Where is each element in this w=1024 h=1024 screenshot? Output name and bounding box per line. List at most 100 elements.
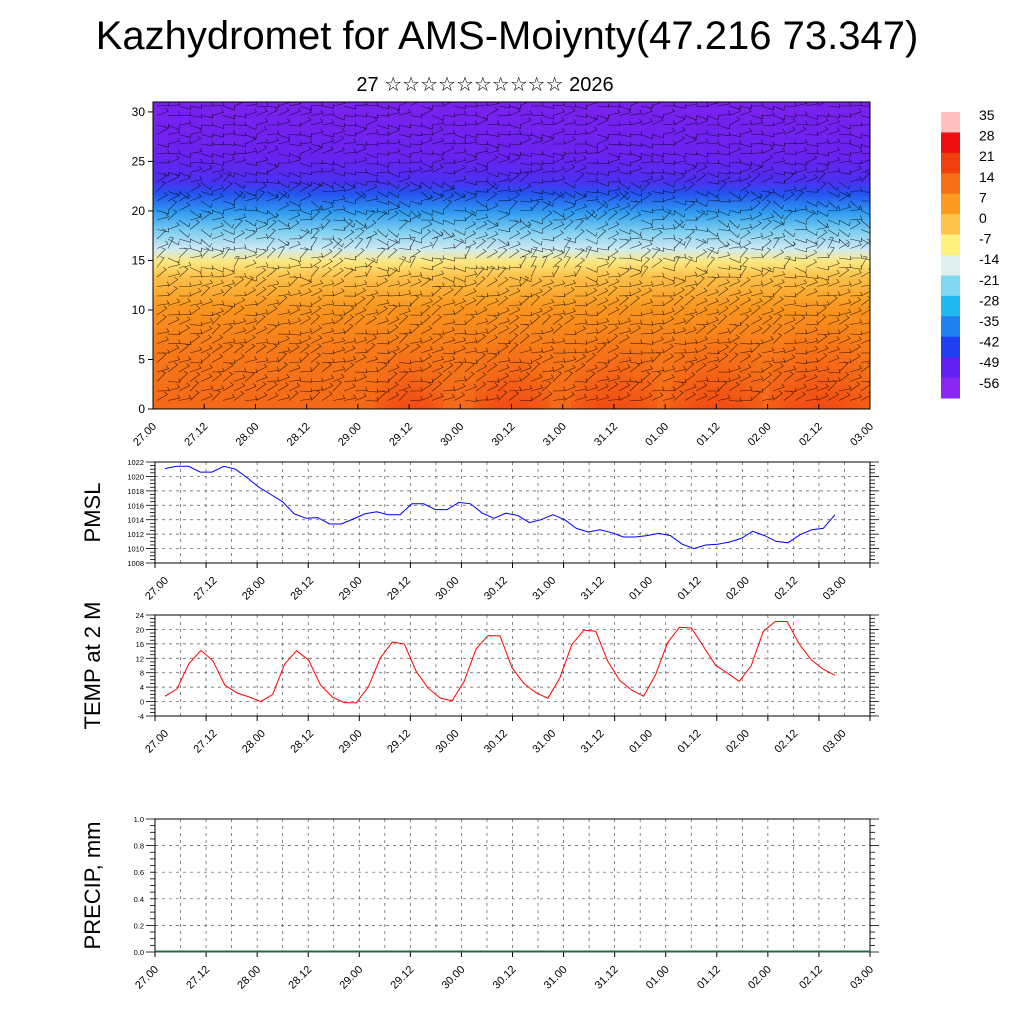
colorbar-swatch: [941, 255, 960, 276]
colorbar-swatch: [941, 295, 960, 317]
cs-y-tick-label: 10: [132, 303, 146, 317]
colorbar-label: 7: [979, 189, 987, 205]
cs-y-tick-label: 25: [132, 154, 146, 168]
cs-x-tick-label: 30.00: [438, 421, 466, 449]
cs-x-tick-label: 28.12: [285, 421, 313, 449]
y-tick-label: 1022: [127, 458, 144, 467]
colorbar-label: 0: [979, 210, 987, 226]
colorbar-swatch: [941, 234, 960, 256]
colorbar-swatch: [941, 316, 960, 338]
y-minor-ticks: [146, 818, 879, 953]
cs-y-tick-label: 5: [138, 352, 145, 366]
y-tick-label: 4: [140, 683, 144, 692]
colorbar-label: 14: [979, 169, 995, 185]
colorbar-swatch: [941, 275, 960, 297]
x-tick-label: 29.12: [385, 728, 413, 756]
warm-surface-region: [767, 315, 870, 409]
x-tick-label: 31.00: [530, 575, 558, 603]
y-tick-label: -4: [137, 712, 144, 721]
cs-x-tick-label: 29.12: [387, 421, 415, 449]
x-tick-label: 31.12: [593, 964, 621, 992]
colorbar-swatch: [941, 193, 960, 215]
cs-y-tick-label: 20: [132, 204, 146, 218]
colorbar-swatch: [941, 152, 960, 174]
y-tick-label: 16: [136, 640, 144, 649]
x-tick-label: 01.00: [627, 575, 655, 603]
y-tick-label: 1020: [127, 472, 144, 481]
y-axis-title: PRECIP, mm: [80, 822, 105, 950]
cross-section-panel: 0 5 10 15 20 25 30 27.00 27.12 28.00 28.12 29.00 29.…: [131, 101, 876, 449]
y-tick-label: 0.4: [134, 895, 144, 904]
x-tick-label: 03.00: [821, 575, 849, 603]
colorbar-label: -14: [979, 251, 999, 267]
y-tick-label: 0.2: [134, 921, 144, 930]
x-tick-label: 28.00: [240, 575, 268, 603]
chart-subtitle: 27 ☆☆☆☆☆☆☆☆☆☆ 2026: [356, 74, 614, 96]
cs-x-tick-label: 27.12: [182, 421, 210, 449]
y-minor-ticks: [146, 461, 879, 564]
colorbar-swatch: [941, 112, 960, 133]
colorbar-label: -49: [979, 354, 999, 370]
x-tick-label: 29.00: [337, 575, 365, 603]
colorbar-label: 35: [979, 107, 995, 123]
cs-x-tick-label: 30.12: [490, 421, 518, 449]
x-tick-label: 01.00: [627, 728, 655, 756]
y-tick-label: 1012: [127, 530, 144, 539]
cs-y-tick-label: 30: [132, 105, 146, 119]
wind-barbs: [156, 102, 870, 402]
x-tick-label: 01.00: [644, 964, 672, 992]
x-tick-label: 31.00: [530, 728, 558, 756]
pmsl-panel: 1008 1010 1012 1014 1016 1018 1020 1022 27.00 27.…: [80, 458, 879, 603]
y-tick-label: 0.0: [134, 948, 144, 957]
colorbar-label: -7: [979, 231, 992, 247]
cs-x-tick-label: 31.00: [541, 421, 569, 449]
cs-x-tick-label: 02.00: [746, 421, 774, 449]
warm-surface-region: [472, 333, 551, 409]
pmsl-points: [164, 466, 836, 549]
cs-x-tick-label: 29.00: [336, 421, 364, 449]
grid-lines: [154, 615, 871, 716]
x-tick-label: 27.12: [192, 575, 220, 603]
x-tick-label: 27.12: [192, 728, 220, 756]
cs-x-tick-label: 01.12: [695, 421, 723, 449]
x-tick-label: 27.00: [143, 575, 171, 603]
colorbar: 35 28 21 14 7 0 -7 -14 -21 -28 -35 -42 -49 -56: [941, 107, 999, 399]
colorbar-label: -56: [979, 375, 999, 391]
y-tick-label: 0.6: [134, 868, 144, 877]
x-tick-label: 30.12: [491, 964, 519, 992]
pmsl-series-line: [164, 465, 836, 550]
y-tick-label: 1014: [127, 516, 144, 525]
x-tick-label: 29.00: [337, 964, 365, 992]
wind-barb-paths: [156, 102, 870, 402]
warm-surface-region: [570, 327, 657, 409]
colorbar-swatch: [941, 377, 960, 399]
y-tick-label: 8: [140, 669, 144, 678]
colorbar-label: 28: [979, 128, 995, 144]
cs-x-tick-label: 03.00: [848, 421, 876, 449]
colorbar-label: -21: [979, 272, 999, 288]
temp-series-line: [164, 621, 836, 704]
y-tick-label: 1018: [127, 487, 144, 496]
x-tick-label: 30.00: [440, 964, 468, 992]
temp-2m-panel: -4 0 4 8 12 16 20 24 27.00 27.12 28.00 28.12 29.00 29…: [80, 602, 879, 756]
x-tick-label: 29.00: [337, 728, 365, 756]
x-tick-label: 03.00: [848, 964, 876, 992]
y-tick-label: 0: [140, 698, 144, 707]
colorbar-swatch: [941, 132, 960, 154]
x-tick-label: 31.00: [542, 964, 570, 992]
x-tick-label: 02.00: [746, 964, 774, 992]
x-tick-label: 29.12: [389, 964, 417, 992]
x-tick-label: 02.00: [724, 575, 752, 603]
x-tick-label: 02.00: [724, 728, 752, 756]
warm-surface-region: [374, 339, 445, 409]
x-tick-label: 28.12: [286, 964, 314, 992]
x-tick-label: 30.12: [482, 575, 510, 603]
x-tick-label: 27.12: [184, 964, 212, 992]
y-tick-label: 1016: [127, 501, 144, 510]
x-tick-label: 29.12: [385, 575, 413, 603]
colorbar-swatch: [941, 336, 960, 358]
colorbar-label: -35: [979, 313, 999, 329]
x-tick-label: 02.12: [797, 964, 825, 992]
y-axis-title: PMSL: [80, 483, 105, 543]
